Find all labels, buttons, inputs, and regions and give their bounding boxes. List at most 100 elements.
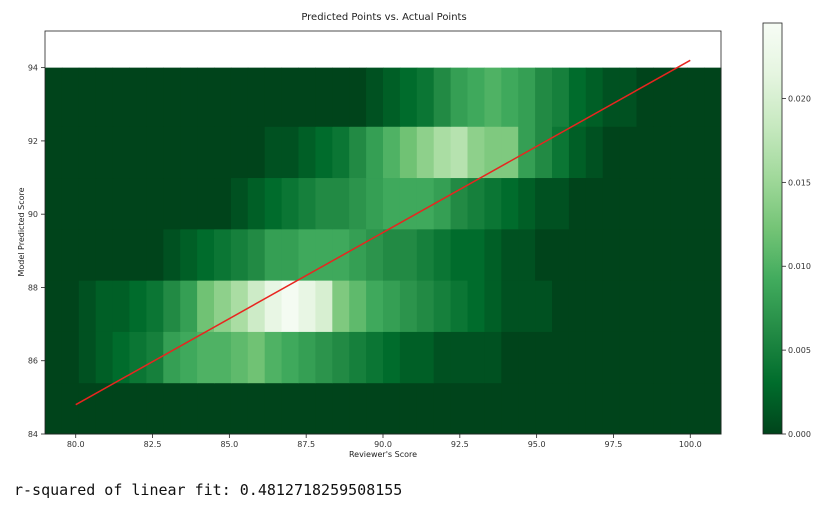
heatmap-cell xyxy=(298,126,316,179)
heatmap-cell xyxy=(129,126,147,179)
heatmap-cell xyxy=(383,177,401,230)
heatmap-cell xyxy=(197,382,215,435)
heatmap-cell xyxy=(332,382,350,435)
heatmap-cell xyxy=(298,280,316,332)
heatmap-cell xyxy=(230,126,249,179)
heatmap-cell xyxy=(585,280,604,332)
heatmap-cells xyxy=(45,67,722,435)
linear-fit-line xyxy=(75,59,691,406)
heatmap-cell xyxy=(281,331,299,384)
heatmap-cell xyxy=(585,177,604,230)
heatmap-cell xyxy=(349,67,367,127)
heatmap-cell xyxy=(349,382,367,435)
heatmap-cell xyxy=(518,331,536,384)
heatmap-cell xyxy=(602,382,621,435)
heatmap-cell xyxy=(230,331,249,384)
heatmap-cell xyxy=(45,177,63,230)
heatmap-cell xyxy=(366,228,384,281)
heatmap-cell xyxy=(146,126,164,179)
heatmap-cell xyxy=(214,228,232,281)
heatmap-cell xyxy=(112,382,130,435)
heatmap-cell xyxy=(670,331,688,384)
heatmap-cell xyxy=(467,126,485,179)
heatmap-cell xyxy=(315,331,333,384)
heatmap-cell xyxy=(535,331,553,384)
heatmap-cell xyxy=(129,228,147,281)
heatmap-cell xyxy=(366,331,384,384)
heatmap-cell xyxy=(704,331,722,384)
heatmap-cell xyxy=(467,177,485,230)
heatmap-cell xyxy=(180,67,198,127)
heatmap-cell xyxy=(399,331,418,384)
heatmap-cell xyxy=(653,382,671,435)
heatmap-cell xyxy=(602,280,621,332)
heatmap-cell xyxy=(484,331,502,384)
heatmap-cell xyxy=(264,331,283,384)
heatmap-cell xyxy=(687,228,705,281)
heatmap-cell xyxy=(501,228,519,281)
heatmap-cell xyxy=(112,331,130,384)
heatmap-cell xyxy=(687,67,705,127)
heatmap-cell xyxy=(298,331,316,384)
heatmap-cell xyxy=(704,280,722,332)
heatmap-cell xyxy=(399,67,418,127)
heatmap-cell xyxy=(383,126,401,179)
heatmap-cell xyxy=(383,228,401,281)
heatmap-cell xyxy=(636,280,654,332)
heatmap-cell xyxy=(552,126,570,179)
heatmap-cell xyxy=(416,177,435,230)
heatmap-cell xyxy=(45,280,63,332)
heatmap-cell xyxy=(146,67,164,127)
heatmap-cell xyxy=(264,126,283,179)
heatmap-cell xyxy=(636,67,654,127)
y-tick-label: 94 xyxy=(28,64,38,73)
heatmap-cell xyxy=(129,177,147,230)
heatmap-cell xyxy=(484,126,502,179)
heatmap-cell xyxy=(247,382,266,435)
heatmap-cell xyxy=(332,331,350,384)
heatmap-cell xyxy=(501,331,519,384)
heatmap-cell xyxy=(450,331,468,384)
heatmap-cell xyxy=(619,280,637,332)
heatmap-cell xyxy=(467,67,485,127)
heatmap-cell xyxy=(366,280,384,332)
heatmap-cell xyxy=(163,228,181,281)
heatmap-cell xyxy=(61,228,80,281)
colorbar-tick-label: 0.020 xyxy=(788,94,811,103)
heatmap-cell xyxy=(416,280,435,332)
heatmap-cell xyxy=(230,177,249,230)
heatmap-cell xyxy=(332,228,350,281)
y-tick-label: 88 xyxy=(28,283,38,292)
heatmap-cell xyxy=(45,126,63,179)
heatmap-cell xyxy=(535,280,553,332)
heatmap-cell xyxy=(146,177,164,230)
heatmap-cell xyxy=(383,67,401,127)
heatmap-cell xyxy=(349,177,367,230)
heatmap-cell xyxy=(619,177,637,230)
heatmap-cell xyxy=(197,280,215,332)
heatmap-cell xyxy=(214,280,232,332)
heatmap-cell xyxy=(112,228,130,281)
heatmap-cell xyxy=(264,228,283,281)
heatmap-cell xyxy=(636,177,654,230)
heatmap-cell xyxy=(197,177,215,230)
heatmap-cell xyxy=(416,67,435,127)
heatmap-cell xyxy=(230,382,249,435)
heatmap-cell xyxy=(467,382,485,435)
heatmap-cell xyxy=(281,382,299,435)
heatmap-cell xyxy=(450,177,468,230)
heatmap-cell xyxy=(349,280,367,332)
x-axis-label: Reviewer's Score xyxy=(349,450,417,459)
heatmap-cell xyxy=(163,177,181,230)
colorbar-tick-label: 0.005 xyxy=(788,346,811,355)
heatmap-cell xyxy=(197,67,215,127)
heatmap-cell xyxy=(112,126,130,179)
heatmap-cell xyxy=(416,228,435,281)
heatmap-cell xyxy=(552,382,570,435)
heatmap-cell xyxy=(281,280,299,332)
heatmap-cell xyxy=(315,228,333,281)
heatmap-cell xyxy=(146,331,164,384)
heatmap-cell xyxy=(484,67,502,127)
heatmap-cell xyxy=(501,280,519,332)
heatmap-cell xyxy=(552,228,570,281)
